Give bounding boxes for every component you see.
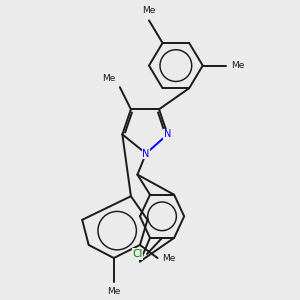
Text: N: N: [164, 129, 171, 140]
Text: Me: Me: [107, 287, 121, 296]
Text: Me: Me: [103, 74, 116, 83]
Text: Me: Me: [142, 6, 156, 15]
Text: Me: Me: [163, 254, 176, 262]
Text: Me: Me: [231, 61, 245, 70]
Text: N: N: [142, 148, 150, 158]
Text: Cl: Cl: [133, 249, 143, 259]
